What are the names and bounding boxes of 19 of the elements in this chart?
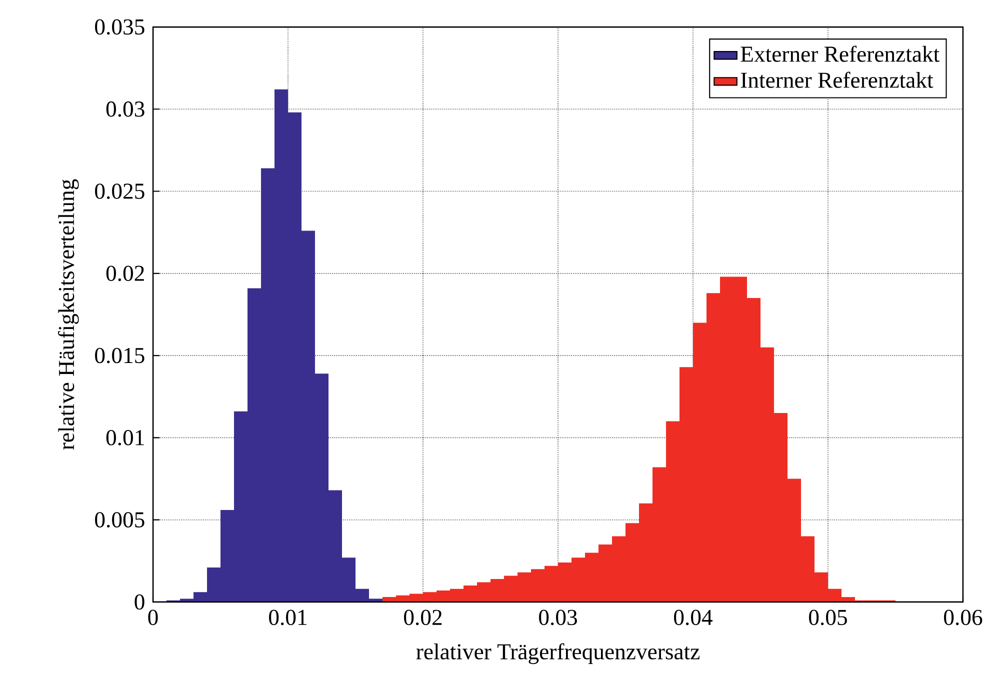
x-tick-label: 0.04	[674, 610, 712, 626]
y-tick-label: 0.02	[106, 266, 144, 282]
x-tick-label: 0.05	[809, 610, 847, 626]
x-tick-label: 0	[148, 610, 158, 626]
x-axis-title: relativer Trägerfrequenzversatz	[416, 643, 700, 664]
y-tick-label: 0.015	[95, 348, 144, 364]
y-tick-label: 0	[134, 594, 144, 610]
x-tick-label: 0.01	[269, 610, 306, 626]
y-axis-title: relative Häufigkeitsverteilung	[58, 179, 79, 450]
x-tick-label: 0.02	[404, 610, 442, 626]
legend-label: Externer Referenztakt	[740, 46, 940, 62]
x-tick-label: 0.06	[944, 610, 982, 626]
x-tick-label: 0.03	[539, 610, 577, 626]
y-tick-label: 0.035	[95, 19, 144, 35]
legend-label: Interner Referenztakt	[740, 72, 934, 88]
y-tick-label: 0.005	[95, 512, 144, 528]
y-tick-label: 0.01	[106, 430, 144, 446]
y-tick-label: 0.025	[95, 184, 144, 199]
y-tick-label: 0.03	[106, 101, 144, 117]
